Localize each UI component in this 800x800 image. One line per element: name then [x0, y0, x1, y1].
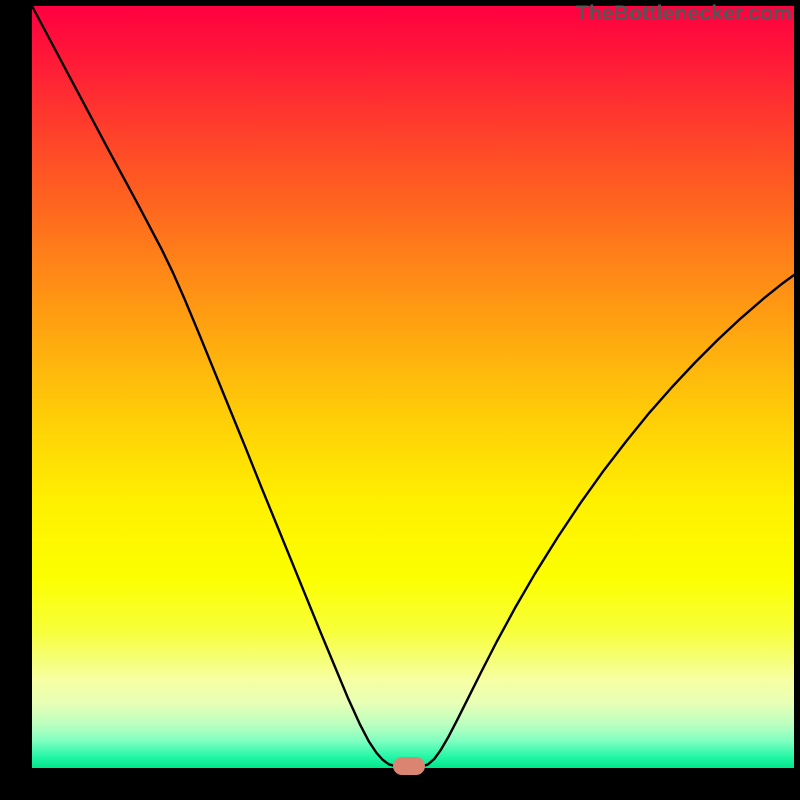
gradient-background — [32, 6, 794, 768]
chart-container: TheBottlenecker.com — [0, 0, 800, 800]
watermark-text: TheBottlenecker.com — [576, 2, 792, 26]
minimum-marker — [393, 757, 425, 775]
plot-area — [32, 6, 794, 768]
